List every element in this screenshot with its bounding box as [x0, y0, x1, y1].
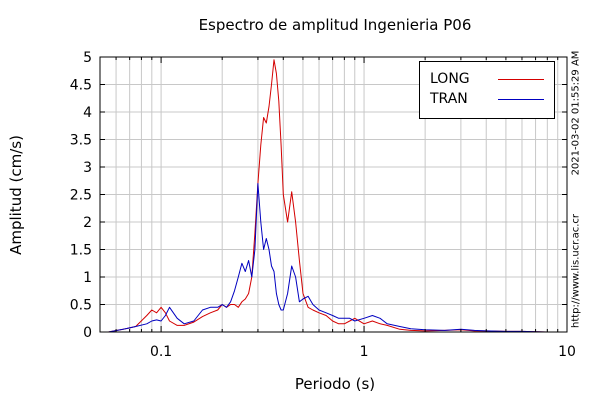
x-axis-label: Periodo (s) [294, 375, 376, 393]
y-tick-label: 1.5 [70, 243, 92, 259]
tick-layer: 0 0.5 1 1.5 2 2.5 3 3.5 4 4.5 5 0.1 1 10 [70, 50, 576, 360]
y-tick-label: 4.5 [70, 78, 92, 94]
y-tick-label: 0 [83, 325, 92, 341]
y-tick-label: 2 [83, 215, 92, 231]
legend-label-long: LONG [430, 71, 470, 87]
grid-layer [100, 57, 567, 332]
chart-legend: LONG TRAN [419, 61, 555, 119]
legend-item-long: LONG [420, 69, 554, 89]
x-tick-label: 10 [558, 344, 576, 360]
legend-item-tran: TRAN [420, 89, 554, 109]
y-axis-label: Amplitud (cm/s) [7, 135, 25, 255]
legend-label-tran: TRAN [430, 91, 468, 107]
series-layer [108, 59, 567, 333]
x-tick-label: 0.1 [150, 344, 172, 360]
y-tick-label: 4 [83, 105, 92, 121]
series-line-tran [108, 183, 567, 333]
timestamp-note: 2021-03-02 01:55:29 AM [570, 50, 582, 176]
chart-title: Espectro de amplitud Ingenieria P06 [198, 16, 472, 34]
legend-swatch-tran [498, 99, 544, 100]
y-tick-label: 2.5 [70, 188, 92, 204]
x-tick-label: 1 [360, 344, 369, 360]
y-tick-label: 0.5 [70, 298, 92, 314]
y-tick-label: 5 [83, 50, 92, 66]
legend-swatch-long [498, 79, 544, 80]
source-url-note: http://www.lis.ucr.ac.cr [570, 214, 582, 328]
series-line-long [108, 59, 567, 333]
y-tick-label: 3 [83, 160, 92, 176]
y-tick-label: 3.5 [70, 133, 92, 149]
y-tick-label: 1 [83, 270, 92, 286]
